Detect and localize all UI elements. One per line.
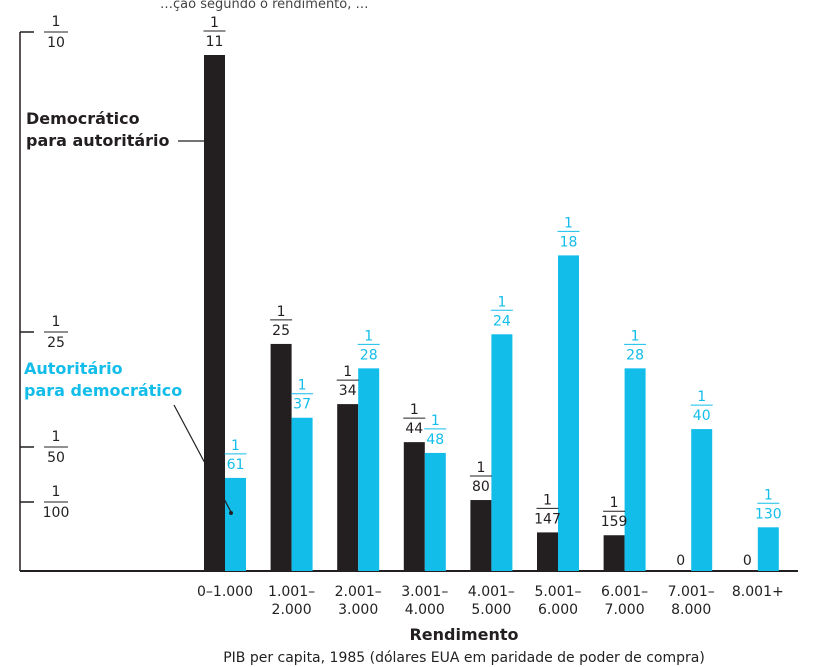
y-tick-denominator: 25 <box>47 335 65 351</box>
annotation-authoritarian-dot <box>229 511 233 515</box>
x-tick-label-line1: 0–1.000 <box>197 584 253 600</box>
y-tick-denominator: 100 <box>43 505 70 521</box>
x-tick-label-line2: 3.000 <box>338 602 378 618</box>
bar-label-denominator: 130 <box>755 506 782 522</box>
x-tick-label-line1: 8.001+ <box>732 584 784 600</box>
bar-democratic-to-authoritarian <box>603 535 625 571</box>
bar-authoritarian-to-democratic <box>424 452 446 571</box>
bar-label-numerator: 1 <box>410 402 419 418</box>
x-tick-label-line2: 7.000 <box>605 602 645 618</box>
bar-authoritarian-to-democratic <box>624 368 646 571</box>
y-tick-numerator: 1 <box>52 314 61 330</box>
x-axis-label: Rendimento <box>409 625 518 644</box>
annotation-democratic-line2: para autoritário <box>26 131 170 150</box>
bar-label-denominator: 61 <box>227 457 245 473</box>
x-tick-label-line1: 2.001– <box>335 584 382 600</box>
bar-label-zero: 0 <box>676 553 685 569</box>
y-tick-denominator: 10 <box>47 35 65 51</box>
bar-label-zero: 0 <box>743 553 752 569</box>
x-tick-label-line1: 7.001– <box>668 584 715 600</box>
bar-label-numerator: 1 <box>364 328 373 344</box>
bar-label-numerator: 1 <box>764 487 773 503</box>
bar-label-numerator: 1 <box>231 438 240 454</box>
x-tick-label-line1: 3.001– <box>401 584 448 600</box>
y-tick-numerator: 1 <box>52 429 61 445</box>
x-tick-label-line1: 4.001– <box>468 584 515 600</box>
x-tick-label-line2: 2.000 <box>272 602 312 618</box>
x-tick-label-line1: 1.001– <box>268 584 315 600</box>
bar-label-numerator: 1 <box>543 492 552 508</box>
annotation-authoritarian-leader <box>173 404 232 513</box>
bar-label-denominator: 80 <box>472 479 490 495</box>
bar-label-numerator: 1 <box>610 495 619 511</box>
bar-authoritarian-to-democratic <box>691 429 713 571</box>
bar-authoritarian-to-democratic <box>757 527 779 571</box>
bar-label-denominator: 37 <box>293 397 311 413</box>
bar-label-denominator: 28 <box>360 347 378 363</box>
bar-label-denominator: 44 <box>405 421 423 437</box>
y-tick-numerator: 1 <box>52 484 61 500</box>
bar-label-denominator: 24 <box>493 313 511 329</box>
bar-label-denominator: 25 <box>272 323 290 339</box>
bar-label-denominator: 11 <box>206 34 224 50</box>
bar-label-numerator: 1 <box>631 328 640 344</box>
bar-democratic-to-authoritarian <box>337 404 359 571</box>
x-tick-label-line2: 6.000 <box>538 602 578 618</box>
x-tick-group: 0–1.000 1.001– 2.000 2.001– 3.000 3.001– 4.000… <box>197 584 784 618</box>
bar-label-numerator: 1 <box>343 364 352 380</box>
x-tick-label-line2: 5.000 <box>471 602 511 618</box>
bar-democratic-to-authoritarian <box>204 55 225 571</box>
y-tick-denominator: 50 <box>47 450 65 466</box>
bar-democratic-to-authoritarian <box>270 343 292 571</box>
bar-label-numerator: 1 <box>277 304 286 320</box>
bar-label-numerator: 1 <box>476 460 485 476</box>
x-tick-label-line1: 5.001– <box>534 584 581 600</box>
annotation-democratic-line1: Democrático <box>26 109 140 128</box>
bar-label-denominator: 28 <box>626 347 644 363</box>
annotation-authoritarian-line1: Autoritário <box>24 359 123 378</box>
x-tick-label-line1: 6.001– <box>601 584 648 600</box>
bar-label-numerator: 1 <box>564 215 573 231</box>
bar-label-group: 1111611251371341281441481801241147118115… <box>203 15 782 569</box>
bar-label-numerator: 1 <box>697 389 706 405</box>
bar-label-numerator: 1 <box>298 378 307 394</box>
x-tick-label-line2: 4.000 <box>405 602 445 618</box>
bar-label-numerator: 1 <box>431 413 440 429</box>
bar-authoritarian-to-democratic <box>491 334 513 571</box>
partial-top-caption: …ção segundo o rendimento, … <box>160 0 369 12</box>
bar-democratic-to-authoritarian <box>403 442 425 571</box>
bar-democratic-to-authoritarian <box>470 500 492 571</box>
bar-democratic-to-authoritarian <box>537 532 558 571</box>
x-tick-label-line2: 8.000 <box>671 602 711 618</box>
bar-label-denominator: 159 <box>601 514 628 530</box>
bar-authoritarian-to-democratic <box>225 477 246 571</box>
bar-authoritarian-to-democratic <box>291 417 313 571</box>
y-tick-group: 1 10 1 25 1 50 1 100 <box>20 14 69 521</box>
bar-label-denominator: 147 <box>534 511 561 527</box>
bar-label-denominator: 48 <box>426 432 444 448</box>
y-tick-numerator: 1 <box>52 14 61 30</box>
bar-label-denominator: 40 <box>693 408 711 424</box>
bar-label-numerator: 1 <box>497 294 506 310</box>
bar-label-denominator: 18 <box>560 234 578 250</box>
annotation-authoritarian-line2: para democrático <box>24 381 182 400</box>
bar-label-denominator: 34 <box>339 383 357 399</box>
x-axis-sublabel: PIB per capita, 1985 (dólares EUA em par… <box>223 650 705 666</box>
bar-authoritarian-to-democratic <box>558 255 579 571</box>
bars-group <box>204 55 779 571</box>
bar-authoritarian-to-democratic <box>358 368 380 571</box>
bar-label-numerator: 1 <box>210 15 219 31</box>
